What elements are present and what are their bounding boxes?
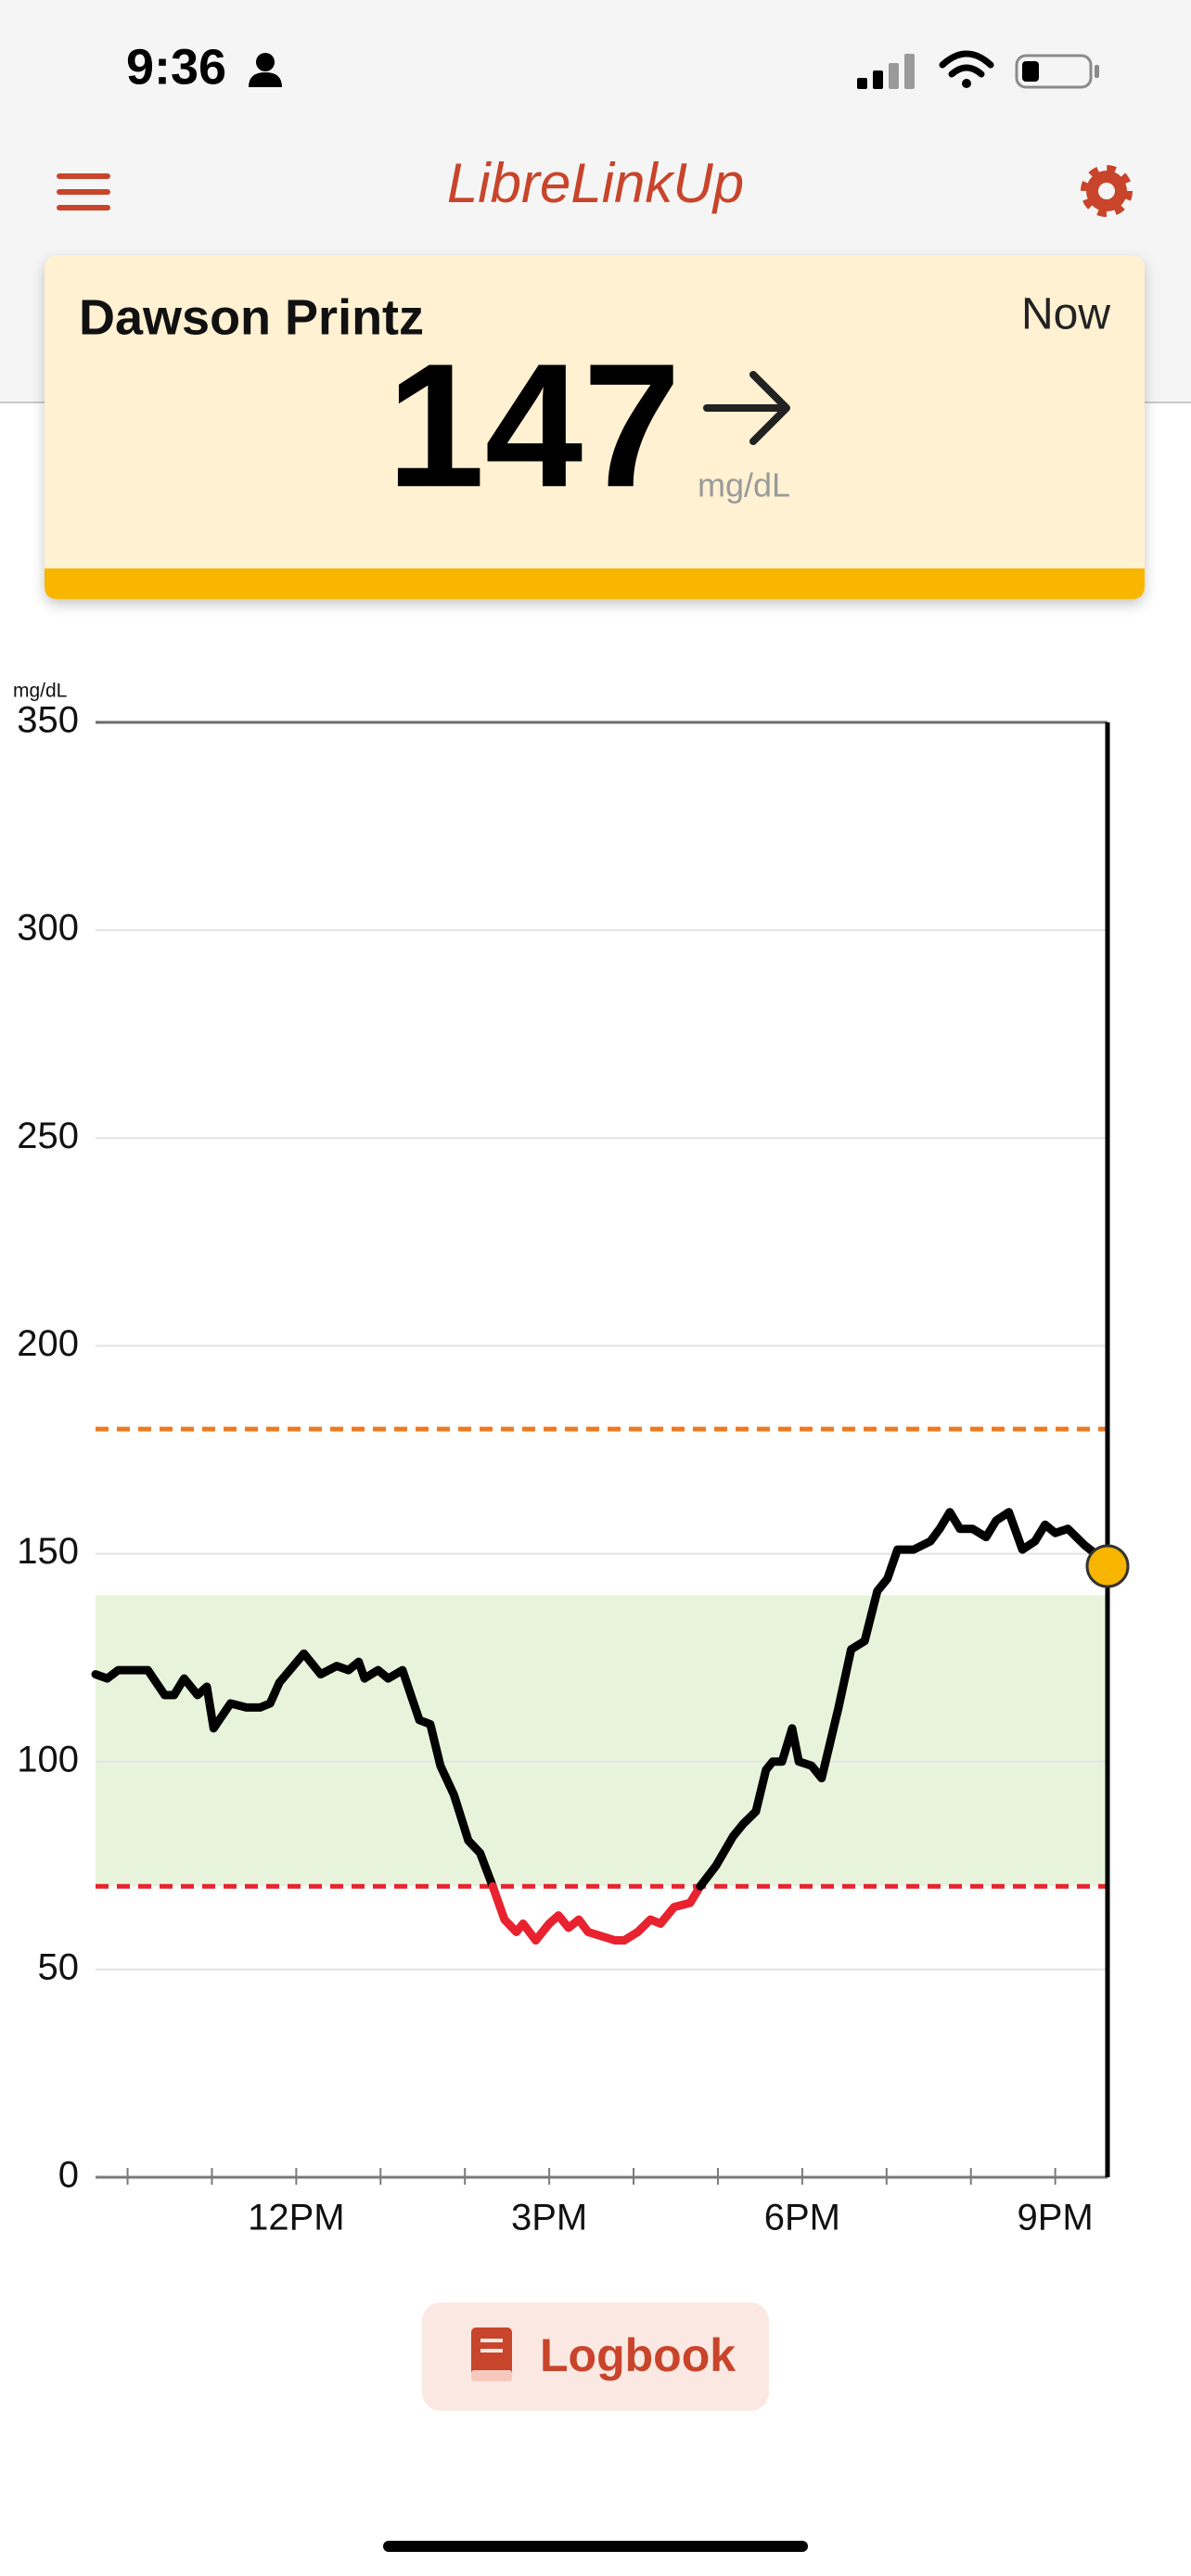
x-tick-label: 12PM bbox=[248, 2198, 345, 2238]
signal-icon bbox=[857, 54, 915, 89]
reading-time: Now bbox=[1021, 290, 1110, 339]
wifi-icon bbox=[939, 50, 994, 88]
status-time: 9:36 bbox=[126, 39, 226, 95]
battery-icon bbox=[1015, 54, 1099, 89]
glucose-card bbox=[45, 255, 1145, 599]
glucose-line bbox=[696, 1508, 1112, 1891]
patient-name: Dawson Printz bbox=[79, 289, 424, 345]
y-tick-label: 300 bbox=[17, 908, 79, 949]
y-unit-label: mg/dL bbox=[13, 681, 67, 702]
y-tick-label: 100 bbox=[17, 1739, 79, 1779]
y-tick-label: 50 bbox=[38, 1946, 80, 1987]
logbook-icon bbox=[471, 2327, 512, 2381]
glucose-line-low bbox=[488, 1881, 705, 1945]
glucose-value: 147 bbox=[387, 327, 681, 524]
logbook-button[interactable]: Logbook bbox=[422, 2302, 769, 2411]
y-tick-label: 150 bbox=[17, 1531, 79, 1572]
trend-arrow bbox=[703, 371, 790, 445]
x-tick-label: 9PM bbox=[1018, 2198, 1094, 2238]
logbook-label: Logbook bbox=[540, 2329, 736, 2381]
y-tick-label: 250 bbox=[17, 1116, 79, 1156]
x-tick-label: 6PM bbox=[764, 2198, 840, 2238]
menu-button[interactable] bbox=[57, 173, 110, 210]
target-range bbox=[96, 1595, 1108, 1887]
glucose-unit: mg/dL bbox=[698, 466, 790, 504]
settings-button[interactable] bbox=[1081, 165, 1133, 217]
app-title: LibreLinkUp bbox=[447, 152, 744, 214]
y-tick-label: 0 bbox=[58, 2155, 79, 2196]
home-indicator bbox=[383, 2541, 808, 2552]
glucose-line bbox=[91, 1649, 497, 1891]
y-tick-label: 350 bbox=[17, 700, 79, 741]
current-reading-dot bbox=[1085, 1544, 1130, 1588]
x-tick-label: 3PM bbox=[511, 2198, 587, 2238]
y-tick-label: 200 bbox=[17, 1323, 79, 1364]
person-icon bbox=[249, 53, 282, 87]
glucose-chart: 0 50 100 150 200 250 300 350 12PM 3PM 6PM 9PM bbox=[17, 700, 1130, 2238]
